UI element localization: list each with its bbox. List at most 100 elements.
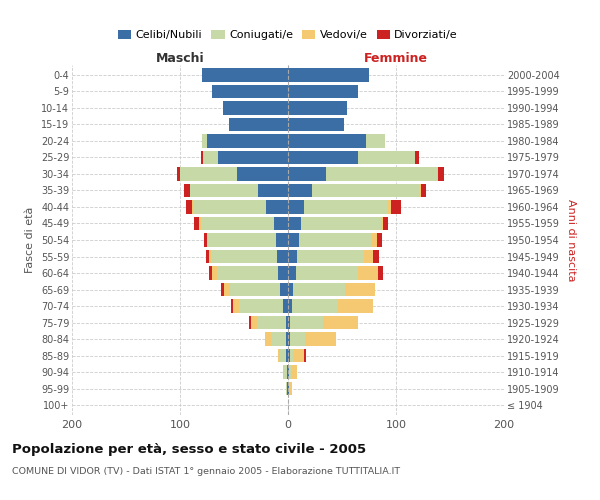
Bar [284,366,287,378]
Bar [207,234,208,246]
Bar [277,250,288,263]
Bar [249,316,251,329]
Bar [288,382,289,395]
Bar [301,217,381,230]
Text: Femmine: Femmine [364,52,428,65]
Bar [200,151,203,164]
Bar [288,366,289,378]
Bar [288,168,326,180]
Bar [366,134,385,147]
Y-axis label: Anni di nascita: Anni di nascita [566,198,577,281]
Bar [212,85,288,98]
Bar [290,316,323,329]
Bar [190,184,258,197]
Bar [323,316,358,329]
Bar [415,151,419,164]
Bar [304,200,388,213]
Bar [239,300,283,312]
Bar [305,332,335,345]
Bar [293,283,345,296]
Bar [280,349,286,362]
Bar [233,300,239,312]
Bar [288,250,296,263]
Bar [372,234,377,246]
Bar [193,200,266,213]
Bar [286,332,288,345]
Bar [266,200,288,213]
Bar [358,266,377,280]
Bar [312,184,420,197]
Bar [211,250,277,263]
Text: COMUNE DI VIDOR (TV) - Dati ISTAT 1° gennaio 2005 - Elaborazione TUTTITALIA.IT: COMUNE DI VIDOR (TV) - Dati ISTAT 1° gen… [12,468,400,476]
Bar [230,283,280,296]
Bar [237,168,288,180]
Bar [388,200,391,213]
Bar [304,349,307,362]
Bar [217,266,278,280]
Text: Popolazione per età, sesso e stato civile - 2005: Popolazione per età, sesso e stato civil… [12,442,366,456]
Bar [177,168,180,180]
Bar [381,217,383,230]
Bar [203,151,218,164]
Bar [373,250,379,263]
Bar [202,68,288,82]
Bar [212,266,217,280]
Bar [289,382,290,395]
Bar [286,316,288,329]
Bar [209,250,211,263]
Bar [231,300,233,312]
Bar [296,250,364,263]
Bar [180,168,237,180]
Bar [265,332,271,345]
Bar [292,300,338,312]
Bar [209,266,212,280]
Bar [207,134,288,147]
Bar [377,234,382,246]
Bar [420,184,421,197]
Bar [289,366,291,378]
Bar [199,217,200,230]
Bar [286,382,287,395]
Bar [288,134,366,147]
Bar [391,200,401,213]
Bar [274,217,288,230]
Bar [345,283,376,296]
Bar [288,234,299,246]
Bar [288,316,290,329]
Bar [206,250,209,263]
Bar [184,184,190,197]
Bar [326,168,437,180]
Bar [223,102,288,114]
Bar [271,332,286,345]
Bar [278,349,280,362]
Bar [299,234,372,246]
Bar [438,168,443,180]
Bar [288,68,369,82]
Bar [288,102,347,114]
Bar [288,85,358,98]
Bar [296,266,358,280]
Bar [288,217,301,230]
Bar [290,382,292,395]
Bar [194,217,199,230]
Y-axis label: Fasce di età: Fasce di età [25,207,35,273]
Bar [288,349,290,362]
Bar [204,234,207,246]
Bar [229,118,288,131]
Bar [192,200,193,213]
Bar [290,332,305,345]
Bar [283,366,284,378]
Bar [224,283,230,296]
Bar [257,316,286,329]
Legend: Celibi/Nubili, Coniugati/e, Vedovi/e, Divorziati/e: Celibi/Nubili, Coniugati/e, Vedovi/e, Di… [113,25,463,44]
Bar [288,283,293,296]
Bar [287,366,288,378]
Bar [283,300,288,312]
Bar [288,266,296,280]
Bar [258,184,288,197]
Bar [291,366,296,378]
Bar [187,200,192,213]
Bar [421,184,426,197]
Text: Maschi: Maschi [155,52,205,65]
Bar [288,200,304,213]
